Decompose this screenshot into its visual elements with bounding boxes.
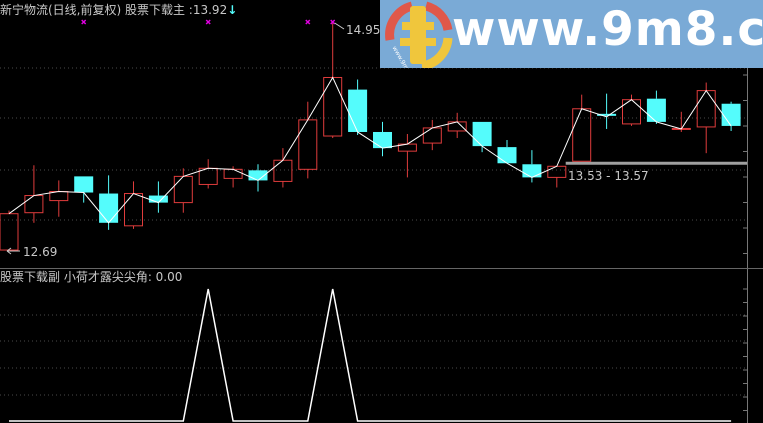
watermark-banner: www.9m8.cn www.9m8.cn [380, 0, 763, 68]
candle-body [99, 193, 119, 223]
indicator-title: 股票下载副 小荷才露尖尖角: 0.00 [0, 270, 183, 284]
candle-body [74, 176, 94, 193]
signal-marker [81, 19, 87, 25]
high-price-label: 14.95 [346, 23, 381, 37]
candle-body [721, 103, 741, 126]
candle-body [348, 89, 368, 132]
candle-body [597, 113, 617, 116]
close-line [8, 76, 732, 224]
candle-body [622, 99, 641, 125]
candle-body [124, 193, 143, 227]
candle-body [646, 98, 666, 122]
indicator-line [9, 288, 732, 422]
candle-body [24, 195, 44, 214]
candle-body [148, 195, 168, 203]
signal-markers [81, 19, 336, 25]
high-arrow [334, 22, 345, 30]
candle-body [572, 108, 592, 162]
candle-body [323, 76, 343, 137]
low-price-label: 12.69 [23, 245, 58, 259]
watermark-logo-icon: www.9m8.cn [385, 1, 453, 68]
candle-body [273, 159, 293, 182]
candle-body [373, 131, 392, 149]
indicator-series-line [9, 288, 732, 422]
candle-body [497, 147, 517, 164]
candle-body [547, 165, 567, 178]
candle-body [298, 119, 318, 170]
close-price-line [8, 76, 732, 224]
signal-marker [330, 19, 336, 25]
candle-body [248, 170, 268, 181]
watermark-text: www.9m8.cn [452, 2, 763, 57]
candle-body [173, 175, 193, 204]
range-label: 13.53 - 13.57 [568, 169, 649, 183]
down-arrow-icon: ↓ [227, 3, 238, 17]
low-arrow-head [6, 247, 12, 255]
axes [0, 68, 763, 423]
gridlines [0, 67, 747, 396]
candle-body [696, 90, 716, 128]
candle-body [522, 164, 542, 178]
candle-body [223, 168, 243, 179]
annotations [6, 22, 345, 255]
chart-title: 新宁物流(日线,前复权) 股票下载主 :13.92↓ [0, 3, 237, 17]
signal-marker [305, 19, 311, 25]
signal-marker [205, 19, 211, 25]
candle-body [422, 127, 442, 144]
candle-body [472, 121, 492, 147]
candle-body [0, 213, 19, 251]
chart-title-text: 新宁物流(日线,前复权) 股票下载主 :13.92 [0, 3, 228, 17]
